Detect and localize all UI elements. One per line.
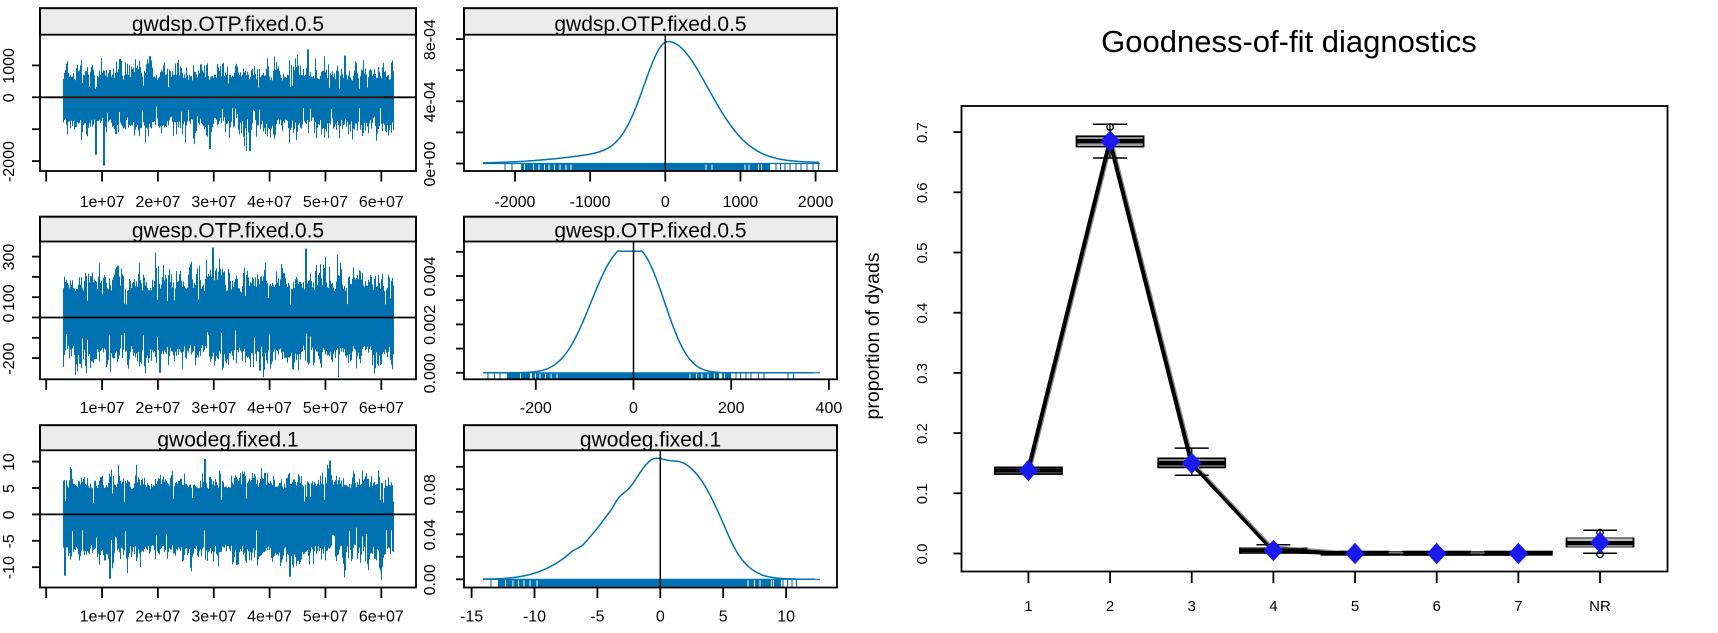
svg-text:0.0: 0.0 xyxy=(914,544,931,565)
svg-text:3e+07: 3e+07 xyxy=(191,609,236,626)
svg-text:gwesp.OTP.fixed.0.5: gwesp.OTP.fixed.0.5 xyxy=(554,220,746,243)
svg-text:2000: 2000 xyxy=(798,194,834,211)
svg-text:-5: -5 xyxy=(1,534,18,548)
svg-text:1e+07: 1e+07 xyxy=(80,400,125,417)
svg-text:100: 100 xyxy=(1,284,18,311)
svg-text:6e+07: 6e+07 xyxy=(359,194,404,211)
svg-text:NR: NR xyxy=(1589,598,1611,615)
svg-text:gwodeg.fixed.1: gwodeg.fixed.1 xyxy=(157,429,298,452)
svg-text:1: 1 xyxy=(1024,598,1032,615)
svg-text:0.2: 0.2 xyxy=(914,423,931,444)
svg-text:0.04: 0.04 xyxy=(422,519,439,550)
svg-text:5: 5 xyxy=(1351,598,1359,615)
svg-text:0.002: 0.002 xyxy=(422,305,439,345)
svg-text:0.7: 0.7 xyxy=(914,122,931,143)
svg-text:1000: 1000 xyxy=(723,194,759,211)
svg-text:2e+07: 2e+07 xyxy=(135,194,180,211)
svg-text:gwdsp.OTP.fixed.0.5: gwdsp.OTP.fixed.0.5 xyxy=(554,13,746,36)
svg-text:200: 200 xyxy=(718,400,745,417)
svg-text:4e+07: 4e+07 xyxy=(247,400,292,417)
svg-text:2e+07: 2e+07 xyxy=(135,609,180,626)
svg-text:1e+07: 1e+07 xyxy=(80,194,125,211)
svg-text:4e+07: 4e+07 xyxy=(247,194,292,211)
svg-text:0: 0 xyxy=(1,510,18,519)
svg-text:gwdsp.OTP.fixed.0.5: gwdsp.OTP.fixed.0.5 xyxy=(132,13,324,36)
svg-text:Goodness-of-fit diagnostics: Goodness-of-fit diagnostics xyxy=(1101,24,1477,59)
svg-text:5e+07: 5e+07 xyxy=(303,609,348,626)
svg-text:3: 3 xyxy=(1188,598,1196,615)
svg-text:3e+07: 3e+07 xyxy=(191,194,236,211)
svg-text:7: 7 xyxy=(1514,598,1522,615)
svg-text:gwodeg.fixed.1: gwodeg.fixed.1 xyxy=(580,429,721,452)
svg-text:3e+07: 3e+07 xyxy=(191,400,236,417)
svg-text:5e+07: 5e+07 xyxy=(303,194,348,211)
svg-text:10: 10 xyxy=(777,609,795,626)
svg-text:10: 10 xyxy=(1,453,18,471)
svg-text:0: 0 xyxy=(629,400,638,417)
svg-text:4e-04: 4e-04 xyxy=(422,81,439,122)
svg-text:-10: -10 xyxy=(1,556,18,579)
svg-text:gwesp.OTP.fixed.0.5: gwesp.OTP.fixed.0.5 xyxy=(132,220,324,243)
svg-text:-200: -200 xyxy=(520,400,552,417)
svg-text:0.5: 0.5 xyxy=(914,243,931,264)
svg-text:5e+07: 5e+07 xyxy=(303,400,348,417)
svg-text:6e+07: 6e+07 xyxy=(359,400,404,417)
svg-text:1e+07: 1e+07 xyxy=(80,609,125,626)
svg-text:300: 300 xyxy=(1,244,18,271)
svg-text:0.6: 0.6 xyxy=(914,182,931,203)
svg-text:0.000: 0.000 xyxy=(422,353,439,393)
svg-text:0: 0 xyxy=(1,313,18,322)
svg-text:0.004: 0.004 xyxy=(422,256,439,296)
svg-text:400: 400 xyxy=(816,400,843,417)
svg-text:4e+07: 4e+07 xyxy=(247,609,292,626)
svg-text:-2000: -2000 xyxy=(495,194,536,211)
svg-text:0.00: 0.00 xyxy=(422,564,439,595)
svg-text:-5: -5 xyxy=(590,609,604,626)
svg-text:6e+07: 6e+07 xyxy=(359,609,404,626)
svg-text:1000: 1000 xyxy=(1,48,18,84)
svg-text:-15: -15 xyxy=(460,609,483,626)
svg-text:8e-04: 8e-04 xyxy=(422,19,439,60)
svg-text:-200: -200 xyxy=(1,342,18,374)
svg-text:2: 2 xyxy=(1106,598,1114,615)
svg-text:-1000: -1000 xyxy=(570,194,611,211)
svg-text:proportion of dyads: proportion of dyads xyxy=(862,252,884,419)
svg-text:6: 6 xyxy=(1433,598,1441,615)
svg-text:0.4: 0.4 xyxy=(914,303,931,324)
svg-text:-10: -10 xyxy=(523,609,546,626)
svg-text:-2000: -2000 xyxy=(1,141,18,182)
svg-text:0.08: 0.08 xyxy=(422,474,439,505)
svg-text:5: 5 xyxy=(719,609,728,626)
svg-text:2e+07: 2e+07 xyxy=(135,400,180,417)
svg-text:0.3: 0.3 xyxy=(914,363,931,384)
svg-text:0: 0 xyxy=(1,93,18,102)
svg-text:0: 0 xyxy=(656,609,665,626)
svg-text:0e+00: 0e+00 xyxy=(422,141,439,186)
svg-text:0: 0 xyxy=(661,194,670,211)
svg-text:4: 4 xyxy=(1269,598,1277,615)
svg-text:0.1: 0.1 xyxy=(914,483,931,504)
svg-text:5: 5 xyxy=(1,484,18,493)
